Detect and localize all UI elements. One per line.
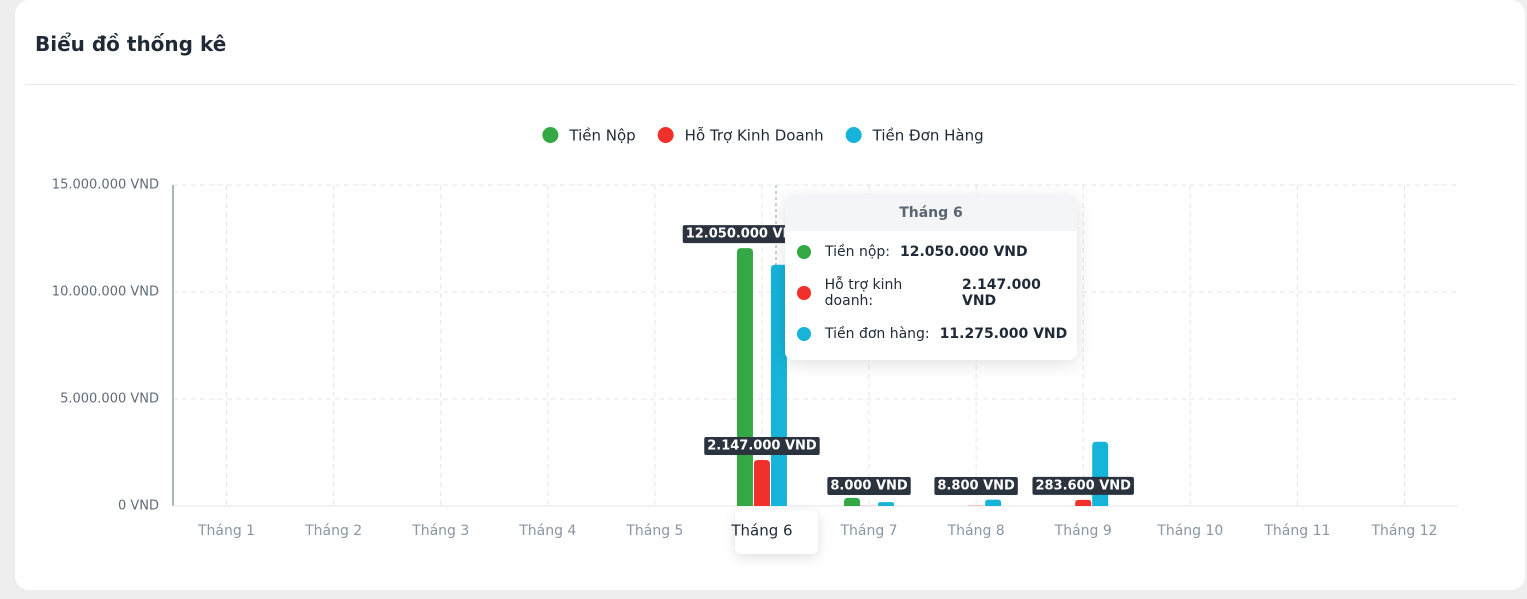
tooltip-label: Tiền nộp: [825, 243, 890, 260]
tooltip-label: Hỗ trợ kinh doanh: [824, 276, 903, 309]
data-label: 8.800 VND [934, 477, 1018, 495]
data-label-bg [934, 477, 1018, 495]
tooltip-value: 11.275.000 VND [939, 325, 1068, 342]
legend-item: Hỗ Trợ Kinh Doanh [657, 127, 824, 145]
legend-item: Tiền Đơn Hàng [845, 127, 984, 145]
divider [25, 84, 1515, 85]
tooltip-row: Hỗ trợ kinh doanh: 2.147.000 VND [785, 272, 1077, 313]
x-tick-label: Tháng 6 [730, 522, 792, 540]
y-tick-label: 5.000.000 VND [60, 392, 159, 407]
legend-marker [657, 127, 674, 143]
tooltip-row: Tiền đơn hàng: 11.275.000 VND [785, 313, 1077, 354]
hover-label-box [735, 510, 818, 554]
data-label-text: 8.000 VND [830, 479, 908, 494]
bar [736, 248, 753, 506]
data-label-bg [682, 225, 808, 244]
data-label: 283.600 VND [1032, 476, 1134, 495]
tooltip-marker [797, 326, 811, 341]
legend-label: Tiền Nộp [568, 127, 635, 145]
data-label-text: 283.600 VND [1035, 478, 1131, 493]
data-label-bg [704, 437, 820, 456]
x-tick-label: Tháng 11 [1263, 523, 1330, 539]
y-tick-label: 15.000.000 VND [52, 178, 159, 193]
tooltip-title: Tháng 6 [785, 195, 1077, 231]
card: Biểu đồ thống kê [15, 0, 1525, 590]
legend-marker [845, 127, 862, 143]
y-tick-label: 0 VND [118, 499, 159, 514]
bar [753, 460, 770, 506]
tooltip: Tháng 6 Tiền nộp: 12.050.000 VND Hỗ trợ ki… [785, 195, 1077, 360]
tooltip-label: Tiền đơn hàng: [825, 325, 930, 342]
bar [985, 499, 1002, 506]
tooltip-value: 2.147.000 VND [961, 276, 1041, 309]
x-tick-label: Tháng 8 [947, 523, 1005, 539]
x-tick-label: Tháng 1 [197, 523, 255, 539]
bar [878, 502, 895, 506]
data-label-text: 2.147.000 VND [707, 439, 817, 454]
tooltip-value: 12.050.000 VND [900, 243, 1028, 260]
data-label: 2.147.000 VND [704, 437, 820, 456]
x-tick-label: Tháng 9 [1054, 523, 1112, 539]
legend-item: Tiền Nộp [542, 127, 636, 145]
x-tick-label: Tháng 3 [411, 523, 469, 539]
legend-marker [542, 127, 559, 143]
tooltip-row: Tiền nộp: 12.050.000 VND [785, 231, 1077, 272]
data-label: 8.000 VND [827, 477, 911, 495]
bar [1075, 499, 1092, 506]
tooltip-marker [797, 244, 811, 259]
bar [844, 497, 861, 506]
data-label-text: 12.050.000 VND [686, 227, 805, 242]
data-label: 12.050.000 VND [682, 225, 808, 244]
tooltip-marker [797, 285, 811, 300]
x-tick-label: Tháng 4 [518, 523, 576, 539]
bar [1092, 441, 1109, 506]
legend-label: Hỗ Trợ Kinh Doanh [685, 127, 824, 145]
data-label-text: 8.800 VND [937, 479, 1015, 494]
data-label-bg [827, 477, 911, 495]
legend-label: Tiền Đơn Hàng [872, 127, 984, 145]
x-tick-label: Tháng 2 [304, 523, 362, 539]
x-tick-label: Tháng 7 [839, 523, 897, 539]
y-tick-label: 10.000.000 VND [52, 285, 159, 300]
x-tick-label: Tháng 5 [625, 523, 683, 539]
x-tick-label: Tháng 10 [1156, 523, 1223, 539]
data-label-bg [1032, 476, 1134, 495]
x-tick-label: Tháng 12 [1370, 523, 1437, 539]
card-title: Biểu đồ thống kê [35, 32, 227, 56]
